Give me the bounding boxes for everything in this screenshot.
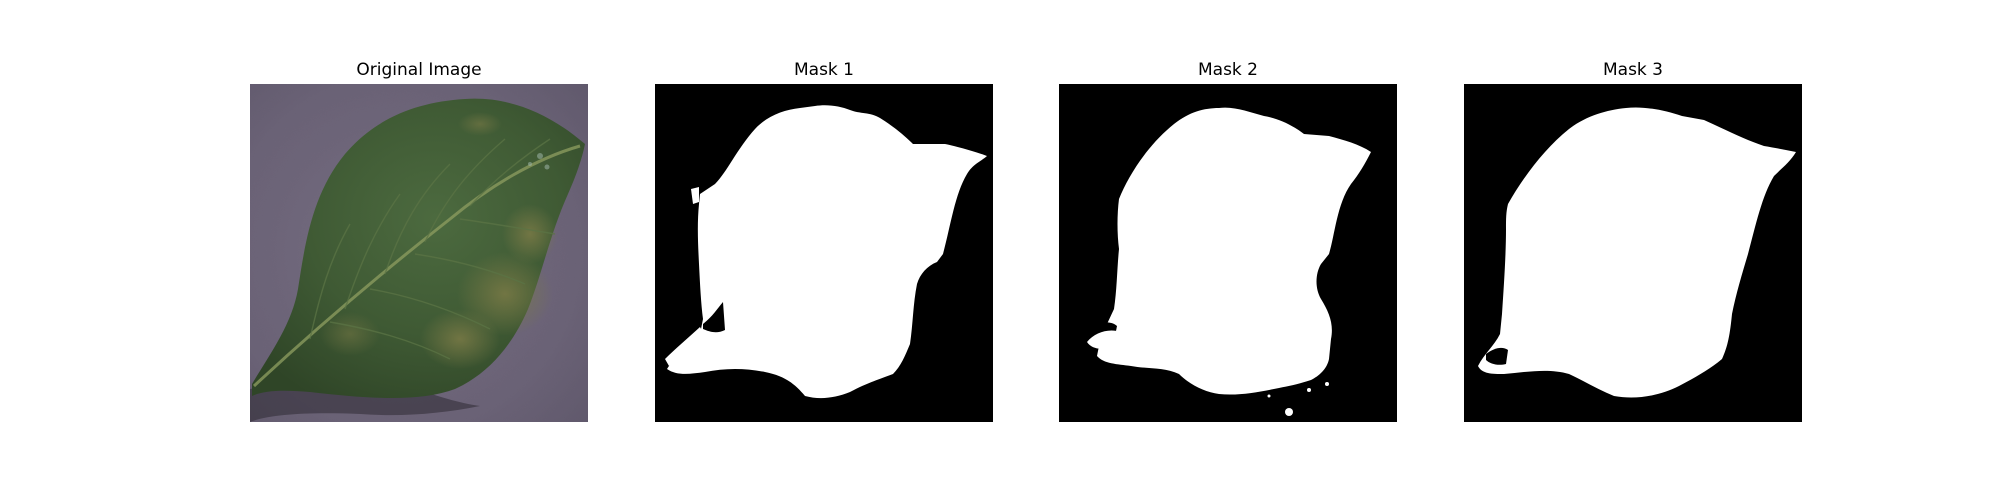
mask-2-foreground <box>1097 107 1371 395</box>
mask-3-notch <box>1486 347 1508 365</box>
mask-3-foreground <box>1478 107 1796 398</box>
mask-1-artifact <box>691 187 699 204</box>
leaf-midrib <box>252 144 581 388</box>
panel-title-mask-3: Mask 3 <box>1602 60 1663 80</box>
original-leaf-image <box>250 84 588 422</box>
panel-mask-2: Mask 2 <box>1059 0 1397 500</box>
mask-2-left-lobe <box>1087 330 1122 349</box>
panel-mask-1: Mask 1 <box>655 0 993 500</box>
panel-title-mask-2: Mask 2 <box>1197 60 1258 80</box>
panel-title-original: Original Image <box>356 60 482 80</box>
mask-1-image <box>655 84 993 422</box>
panel-title-mask-1: Mask 1 <box>793 60 854 80</box>
panel-original-image: Original Image <box>250 0 588 500</box>
mask-2-speck <box>1285 408 1293 416</box>
mask-2-image <box>1059 84 1397 422</box>
mask-1-notch <box>703 302 725 333</box>
mask-1-foreground <box>667 105 987 399</box>
mask-1-protrusion <box>665 327 705 366</box>
panel-mask-3: Mask 3 <box>1464 0 1802 500</box>
mask-3-image <box>1464 84 1802 422</box>
